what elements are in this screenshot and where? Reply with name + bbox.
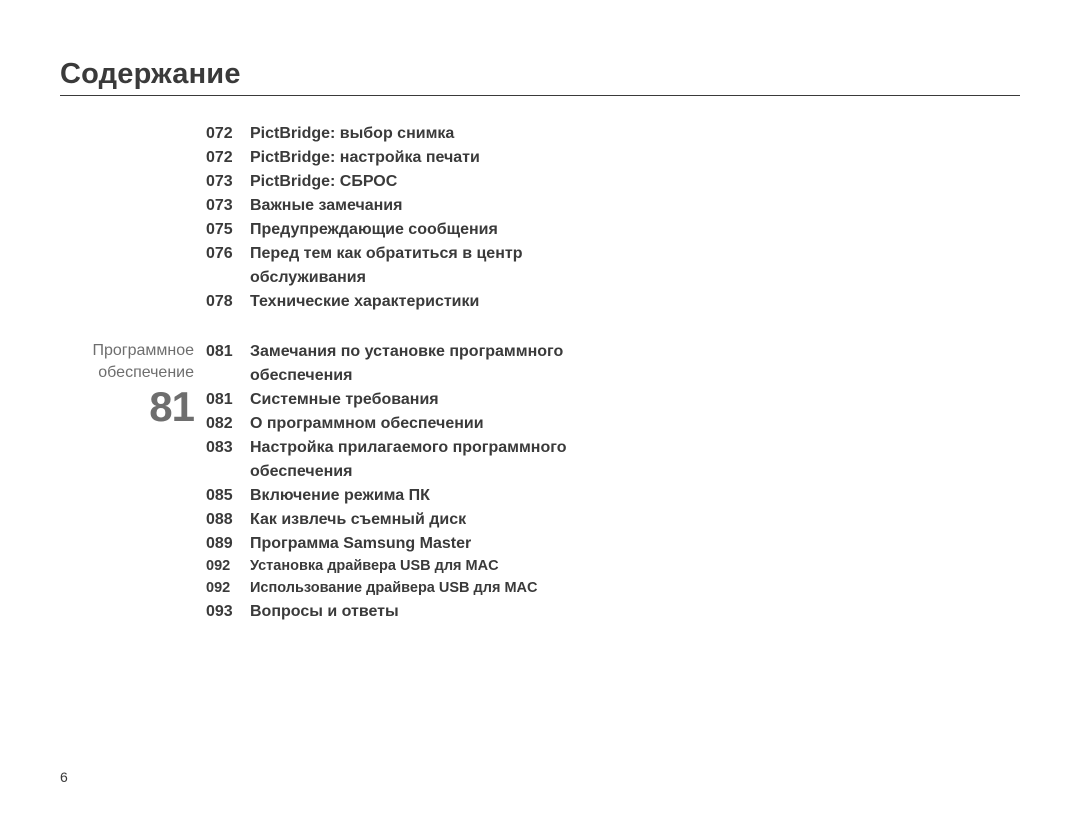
- toc-entry-page: 092: [206, 556, 250, 578]
- toc-entry: 073PictBridge: СБРОС: [206, 170, 590, 194]
- toc-entry-page: 072: [206, 146, 250, 170]
- toc-entry: 092Установка драйвера USB для MAC: [206, 556, 590, 578]
- toc-entry: 083Настройка прилагаемого программного о…: [206, 436, 590, 484]
- toc-entry-page: 092: [206, 578, 250, 600]
- toc-entry-page: 089: [206, 532, 250, 556]
- toc-entry-page: 072: [206, 122, 250, 146]
- toc-entry: 088Как извлечь съемный диск: [206, 508, 590, 532]
- toc-entry-page: 078: [206, 290, 250, 314]
- toc-entry: 092Использование драйвера USB для MAC: [206, 578, 590, 600]
- document-page: Содержание 072PictBridge: выбор снимка07…: [0, 0, 1080, 815]
- toc-entry-page: 075: [206, 218, 250, 242]
- toc-entry-title: PictBridge: настройка печати: [250, 146, 480, 170]
- toc-entry-page: 083: [206, 436, 250, 484]
- section-side: Программное обеспечение81: [60, 340, 206, 624]
- toc-entry: 081Замечания по установке программного о…: [206, 340, 590, 388]
- toc-entry-title: Использование драйвера USB для MAC: [250, 578, 537, 600]
- section-side: [60, 122, 206, 314]
- toc-entry: 093Вопросы и ответы: [206, 600, 590, 624]
- section-entries: 072PictBridge: выбор снимка072PictBridge…: [206, 122, 590, 314]
- toc-entry-page: 073: [206, 194, 250, 218]
- toc-entry: 072PictBridge: выбор снимка: [206, 122, 590, 146]
- toc-entry: 072PictBridge: настройка печати: [206, 146, 590, 170]
- toc-entry: 081Системные требования: [206, 388, 590, 412]
- toc-entry-page: 088: [206, 508, 250, 532]
- toc-entry-page: 082: [206, 412, 250, 436]
- page-number: 6: [60, 769, 68, 785]
- toc-entry: 076Перед тем как обратиться в центр обсл…: [206, 242, 590, 290]
- toc-entry: 073Важные замечания: [206, 194, 590, 218]
- toc-entry-page: 081: [206, 340, 250, 388]
- toc-entry-title: Настройка прилагаемого программного обес…: [250, 436, 590, 484]
- section-entries: 081Замечания по установке программного о…: [206, 340, 590, 624]
- page-title: Содержание: [60, 58, 1020, 91]
- toc-content: 072PictBridge: выбор снимка072PictBridge…: [60, 122, 1020, 624]
- toc-section: Программное обеспечение81081Замечания по…: [60, 340, 1020, 624]
- toc-entry: 082О программном обеспечении: [206, 412, 590, 436]
- section-start-page: 81: [60, 385, 194, 429]
- toc-entry: 085Включение режима ПК: [206, 484, 590, 508]
- toc-entry-title: Важные замечания: [250, 194, 402, 218]
- toc-entry-title: О программном обеспечении: [250, 412, 484, 436]
- toc-entry-title: Вопросы и ответы: [250, 600, 399, 624]
- toc-entry-page: 085: [206, 484, 250, 508]
- toc-entry-page: 076: [206, 242, 250, 290]
- toc-entry-title: PictBridge: СБРОС: [250, 170, 397, 194]
- toc-entry-page: 081: [206, 388, 250, 412]
- toc-entry: 078Технические характеристики: [206, 290, 590, 314]
- section-label: Программное обеспечение: [60, 340, 194, 383]
- toc-entry-title: Установка драйвера USB для MAC: [250, 556, 499, 578]
- toc-entry-title: Перед тем как обратиться в центр обслужи…: [250, 242, 590, 290]
- title-rule: [60, 95, 1020, 96]
- toc-section: 072PictBridge: выбор снимка072PictBridge…: [60, 122, 1020, 314]
- toc-entry: 075Предупреждающие сообщения: [206, 218, 590, 242]
- toc-entry-page: 073: [206, 170, 250, 194]
- toc-entry-title: Замечания по установке программного обес…: [250, 340, 590, 388]
- toc-entry-title: Как извлечь съемный диск: [250, 508, 466, 532]
- toc-entry-title: Включение режима ПК: [250, 484, 430, 508]
- toc-entry-title: Программа Samsung Master: [250, 532, 471, 556]
- toc-entry-title: PictBridge: выбор снимка: [250, 122, 454, 146]
- toc-entry-page: 093: [206, 600, 250, 624]
- toc-entry-title: Системные требования: [250, 388, 439, 412]
- toc-entry-title: Технические характеристики: [250, 290, 479, 314]
- toc-entry-title: Предупреждающие сообщения: [250, 218, 498, 242]
- toc-entry: 089Программа Samsung Master: [206, 532, 590, 556]
